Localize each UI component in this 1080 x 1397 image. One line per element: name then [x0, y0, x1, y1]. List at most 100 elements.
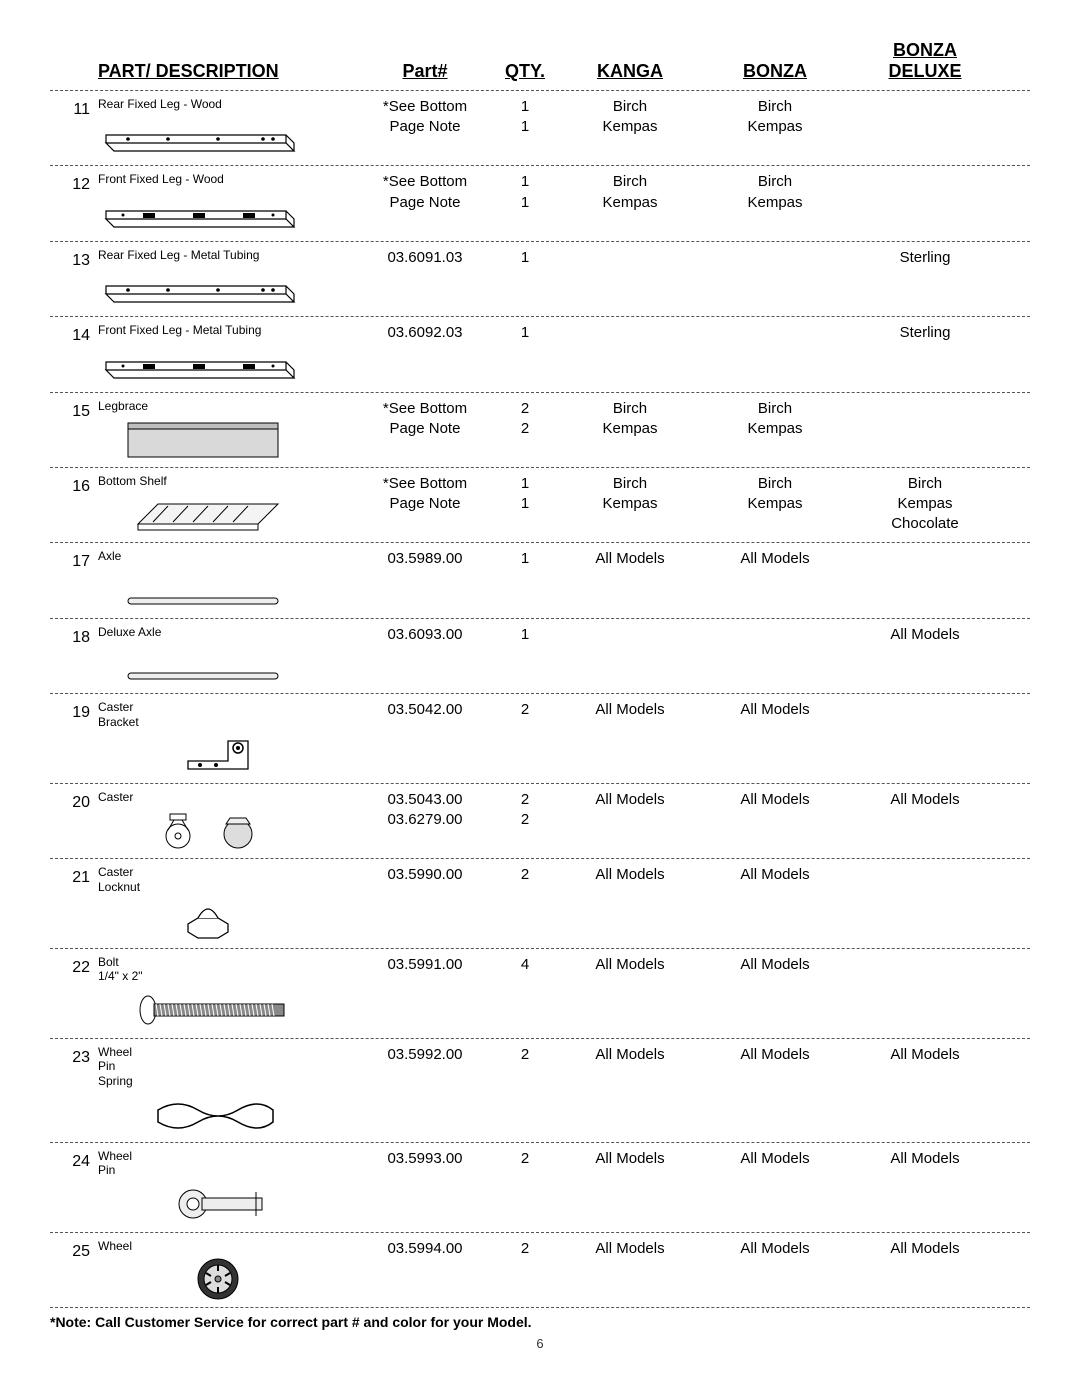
row-description: WheelPin — [98, 1149, 360, 1226]
panel-icon — [98, 417, 298, 461]
row-kanga: All Models — [560, 1149, 700, 1169]
row-partnum: 03.5990.00 — [360, 865, 490, 885]
plate-slots-icon — [98, 191, 298, 235]
table-row: 25Wheel 03.5994.002All ModelsAll ModelsA… — [50, 1232, 1030, 1307]
row-description: WheelPinSpring — [98, 1045, 360, 1136]
part-description-text: Deluxe Axle — [98, 625, 360, 639]
row-bonza: All Models — [700, 700, 850, 720]
row-qty: 4 — [490, 955, 560, 975]
row-description: Front Fixed Leg - Wood — [98, 172, 360, 234]
table-header: . PART/ DESCRIPTION Part# QTY. KANGA BON… — [50, 40, 1030, 90]
plate-slots-icon — [98, 342, 298, 386]
part-description-text: CasterBracket — [98, 700, 360, 729]
spring-icon — [98, 1092, 298, 1136]
row-bonza: All Models — [700, 1045, 850, 1065]
part-description-text: Bottom Shelf — [98, 474, 360, 488]
row-qty: 1 — [490, 323, 560, 343]
hdr-deluxe: BONZA DELUXE — [850, 40, 1000, 82]
row-number: 20 — [50, 790, 98, 814]
hdr-desc: PART/ DESCRIPTION — [98, 61, 360, 82]
row-number: 13 — [50, 248, 98, 272]
hdr-kanga: KANGA — [560, 61, 700, 82]
row-number: 12 — [50, 172, 98, 196]
row-deluxe: BirchKempasChocolate — [850, 474, 1000, 535]
row-partnum: 03.6092.03 — [360, 323, 490, 343]
wheel-icon — [98, 1257, 298, 1301]
row-number: 25 — [50, 1239, 98, 1263]
row-kanga: All Models — [560, 1239, 700, 1259]
table-row: 24WheelPin 03.5993.002All ModelsAll Mode… — [50, 1142, 1030, 1232]
row-description: Bolt1/4" x 2" — [98, 955, 360, 1032]
table-row: 21CasterLocknut 03.5990.002All ModelsAll… — [50, 858, 1030, 948]
locknut-icon — [98, 898, 298, 942]
row-qty: 11 — [490, 172, 560, 213]
row-kanga: All Models — [560, 865, 700, 885]
hdr-bonza: BONZA — [700, 61, 850, 82]
part-description-text: Axle — [98, 549, 360, 563]
row-partnum: 03.5989.00 — [360, 549, 490, 569]
row-description: CasterBracket — [98, 700, 360, 777]
row-kanga: BirchKempas — [560, 399, 700, 440]
row-description: Deluxe Axle — [98, 625, 360, 687]
table-row: 13Rear Fixed Leg - Metal Tubing 03.6091.… — [50, 241, 1030, 316]
row-description: CasterLocknut — [98, 865, 360, 942]
row-bonza: All Models — [700, 1239, 850, 1259]
table-row: 18Deluxe Axle03.6093.001All Models — [50, 618, 1030, 693]
row-number: 24 — [50, 1149, 98, 1173]
row-qty: 1 — [490, 549, 560, 569]
row-number: 21 — [50, 865, 98, 889]
row-partnum: *See BottomPage Note — [360, 399, 490, 440]
part-description-text: Front Fixed Leg - Metal Tubing — [98, 323, 360, 337]
hdr-part: Part# — [360, 61, 490, 82]
row-partnum: 03.5991.00 — [360, 955, 490, 975]
row-description: Axle — [98, 549, 360, 611]
part-description-text: Legbrace — [98, 399, 360, 413]
row-description: Legbrace — [98, 399, 360, 461]
row-number: 17 — [50, 549, 98, 573]
row-deluxe: Sterling — [850, 323, 1000, 343]
plate-holes-icon — [98, 115, 298, 159]
row-deluxe: All Models — [850, 1239, 1000, 1259]
row-bonza: BirchKempas — [700, 172, 850, 213]
row-kanga: BirchKempas — [560, 474, 700, 515]
row-qty: 1 — [490, 248, 560, 268]
row-deluxe: All Models — [850, 1045, 1000, 1065]
row-bonza: All Models — [700, 955, 850, 975]
row-number: 11 — [50, 97, 98, 121]
axle-icon — [98, 643, 298, 687]
row-description: Wheel — [98, 1239, 360, 1301]
part-description-text: WheelPin — [98, 1149, 360, 1178]
row-partnum: 03.5994.00 — [360, 1239, 490, 1259]
table-row: 15Legbrace*See BottomPage Note22BirchKem… — [50, 392, 1030, 467]
row-bonza: All Models — [700, 790, 850, 810]
row-number: 23 — [50, 1045, 98, 1069]
row-bonza: BirchKempas — [700, 399, 850, 440]
row-qty: 22 — [490, 399, 560, 440]
row-kanga: All Models — [560, 955, 700, 975]
row-partnum: 03.6091.03 — [360, 248, 490, 268]
row-bonza: All Models — [700, 865, 850, 885]
hdr-deluxe-bot: DELUXE — [888, 61, 961, 81]
hdr-deluxe-top: BONZA — [893, 40, 957, 60]
table-row: 23WheelPinSpring03.5992.002All ModelsAll… — [50, 1038, 1030, 1142]
row-qty: 11 — [490, 474, 560, 515]
row-partnum: 03.5993.00 — [360, 1149, 490, 1169]
table-row: 19CasterBracket 03.5042.002All ModelsAll… — [50, 693, 1030, 783]
row-qty: 2 — [490, 1045, 560, 1065]
row-kanga: All Models — [560, 790, 700, 810]
part-description-text: WheelPinSpring — [98, 1045, 360, 1088]
row-kanga: All Models — [560, 700, 700, 720]
row-number: 14 — [50, 323, 98, 347]
row-partnum: 03.5042.00 — [360, 700, 490, 720]
row-bonza: BirchKempas — [700, 474, 850, 515]
row-description: Bottom Shelf — [98, 474, 360, 536]
row-description: Front Fixed Leg - Metal Tubing — [98, 323, 360, 385]
table-row: 22Bolt1/4" x 2" 03.5991.004All ModelsAll… — [50, 948, 1030, 1038]
table-row: 14Front Fixed Leg - Metal Tubing 03.6092… — [50, 316, 1030, 391]
part-description-text: Bolt1/4" x 2" — [98, 955, 360, 984]
row-partnum: *See BottomPage Note — [360, 172, 490, 213]
part-description-text: Caster — [98, 790, 360, 804]
table-row: 12Front Fixed Leg - Wood *See BottomPage… — [50, 165, 1030, 240]
row-deluxe: All Models — [850, 625, 1000, 645]
table-row: 20Caster 03.5043.0003.6279.0022All Model… — [50, 783, 1030, 858]
